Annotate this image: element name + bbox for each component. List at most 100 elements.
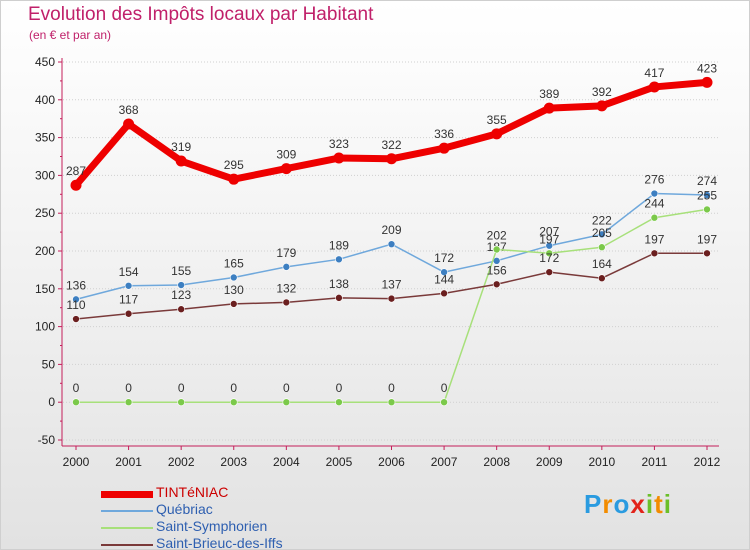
data-label: 244	[644, 197, 664, 211]
data-label: 0	[125, 381, 132, 395]
data-point	[545, 268, 554, 276]
x-tick-label: 2012	[694, 455, 721, 469]
legend-label: Saint-Symphorien	[156, 518, 268, 534]
data-label: 336	[434, 127, 454, 141]
data-point	[440, 289, 448, 298]
x-tick-label: 2005	[326, 455, 353, 469]
y-tick-label: 250	[35, 206, 55, 220]
data-label: 205	[592, 226, 612, 240]
data-label: 0	[230, 381, 237, 395]
data-label: 179	[276, 246, 296, 260]
data-label: 309	[276, 148, 296, 162]
data-point	[228, 173, 240, 185]
data-label: 0	[73, 381, 80, 395]
data-point	[598, 230, 606, 239]
data-label: 165	[224, 256, 244, 270]
data-point	[703, 249, 711, 258]
x-tick-label: 2001	[115, 455, 142, 469]
data-label: 138	[329, 277, 349, 291]
data-label: 189	[329, 238, 349, 252]
data-point	[701, 76, 713, 88]
y-tick-label: 350	[35, 131, 55, 145]
data-point	[543, 102, 555, 114]
data-label: 255	[697, 188, 717, 202]
data-label: 130	[224, 283, 244, 297]
y-tick-label: 50	[42, 357, 56, 371]
legend-swatch	[101, 490, 153, 498]
data-label: 389	[539, 87, 559, 101]
data-label: 0	[283, 381, 290, 395]
data-label: 0	[178, 381, 185, 395]
data-label: 368	[119, 103, 139, 117]
legend-label: Québriac	[156, 501, 213, 517]
data-label: 172	[539, 251, 559, 265]
series-saint-brieuc-des-iffs: 110 117 123 130 132 138 137 144 156 172 164 197 197	[66, 232, 717, 323]
x-tick-label: 2000	[63, 455, 90, 469]
data-point	[229, 398, 238, 407]
data-label: 423	[697, 61, 717, 75]
data-label: 322	[381, 138, 401, 152]
data-label: 319	[171, 140, 191, 154]
legend-swatch	[101, 510, 153, 512]
data-label: 136	[66, 278, 86, 292]
legend-label: TINTéNIAC	[156, 484, 229, 500]
data-label: 0	[441, 381, 448, 395]
legend-swatch	[101, 544, 153, 546]
logo-letter: i	[645, 489, 655, 519]
x-tick-label: 2008	[483, 455, 510, 469]
data-point	[596, 100, 608, 112]
data-label: 209	[381, 223, 401, 237]
proxiti-logo: Proxiti	[584, 489, 672, 520]
data-point	[123, 118, 135, 130]
y-tick-label: 400	[35, 93, 55, 107]
x-tick-label: 2004	[273, 455, 300, 469]
data-label: 144	[434, 272, 454, 286]
data-label: 123	[171, 288, 191, 302]
series-line	[72, 78, 711, 189]
data-point	[545, 249, 554, 258]
data-label: 155	[171, 264, 191, 278]
data-point	[440, 268, 448, 276]
series-tint-niac: 287 368 319 295 309 323 322 336 355 389 392 417 423	[66, 61, 717, 191]
x-tick-label: 2006	[378, 455, 405, 469]
data-label: 222	[592, 213, 612, 227]
data-point	[387, 240, 396, 248]
logo-letter: r	[602, 489, 614, 519]
x-tick-label: 2002	[168, 455, 195, 469]
data-point	[492, 280, 501, 289]
data-point	[545, 241, 554, 250]
data-point	[650, 189, 659, 198]
data-point	[229, 300, 238, 308]
data-label: 392	[592, 85, 612, 99]
data-point	[72, 398, 80, 407]
series-qu-briac: 136154155165179189209172187207222276274	[66, 173, 717, 304]
data-point	[177, 305, 185, 314]
logo-letter: i	[663, 489, 672, 519]
data-label: 287	[66, 164, 86, 178]
data-label: 117	[119, 293, 138, 307]
y-tick-label: 200	[35, 244, 55, 258]
data-point	[703, 191, 711, 199]
data-point	[282, 298, 291, 307]
data-label: 207	[539, 225, 559, 239]
data-label: 132	[276, 281, 296, 295]
logo-letter: o	[613, 489, 631, 519]
data-label: 323	[329, 137, 349, 151]
data-point	[387, 398, 396, 407]
data-label: 0	[388, 381, 395, 395]
logo-letter: x	[630, 489, 646, 519]
data-label: 197	[697, 232, 717, 246]
logo-letter: t	[654, 489, 664, 519]
data-point	[124, 398, 133, 407]
x-tick-label: 2010	[588, 455, 615, 469]
data-point	[124, 309, 133, 318]
data-point	[598, 243, 606, 252]
data-point	[177, 281, 185, 289]
data-point	[335, 398, 343, 407]
x-tick-label: 2007	[431, 455, 458, 469]
data-label: 197	[644, 232, 664, 246]
data-label: 137	[381, 278, 401, 292]
legend-swatch	[101, 527, 153, 529]
data-point	[386, 153, 397, 165]
data-point	[175, 155, 187, 167]
